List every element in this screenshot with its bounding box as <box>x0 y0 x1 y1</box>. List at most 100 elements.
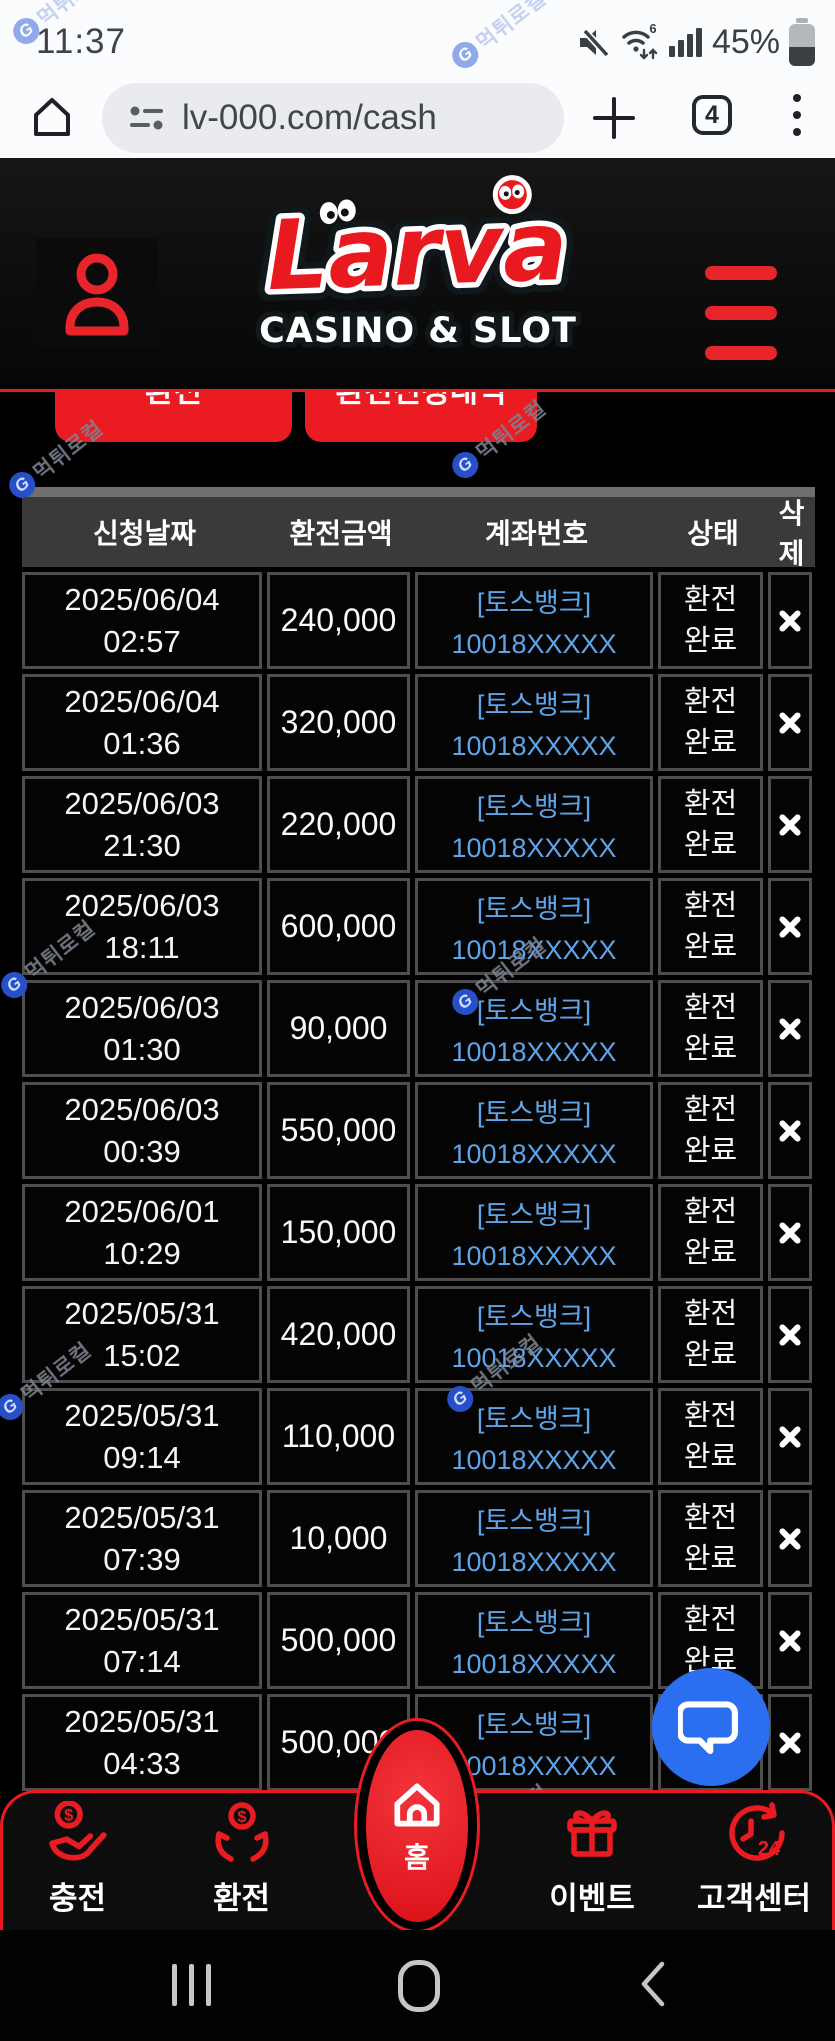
cell-amount: 500,000 <box>267 1592 410 1689</box>
browser-menu-button[interactable] <box>793 94 801 136</box>
hamburger-menu-icon[interactable] <box>705 266 777 360</box>
cell-account-link[interactable]: [토스뱅크] 10018XXXXX <box>415 1592 653 1689</box>
gift-icon <box>567 1810 617 1857</box>
recents-button[interactable] <box>172 1964 211 2006</box>
row-delete-button[interactable] <box>768 1694 812 1791</box>
tab-switcher-button[interactable]: 4 <box>692 95 732 135</box>
cell-request-date: 2025/06/03 21:30 <box>22 776 262 873</box>
person-icon <box>65 253 129 336</box>
cell-request-date: 2025/06/03 00:39 <box>22 1082 262 1179</box>
nav-item-deposit[interactable]: $ 충전 <box>5 1801 150 1918</box>
table-row: 2025/06/03 01:30 90,000 [토스뱅크] 10018XXXXX … <box>22 980 815 1077</box>
table-row: 2025/06/03 00:39 550,000 [토스뱅크] 10018XXXXX… <box>22 1082 815 1179</box>
nav-item-home[interactable]: 홈 <box>366 1730 468 1922</box>
exchange-history-table: 신청날짜 환전금액 계좌번호 상태 삭제 2025/06/04 02:57 240… <box>22 487 815 1791</box>
x-delete-icon <box>779 1323 801 1346</box>
table-row: 2025/05/31 15:02 420,000 [토스뱅크] 10018XXXXX… <box>22 1286 815 1383</box>
table-row: 2025/06/04 02:57 240,000 [토스뱅크] 10018XXXXX… <box>22 572 815 669</box>
row-delete-button[interactable] <box>768 1082 812 1179</box>
chat-bubble-icon <box>678 1701 738 1755</box>
nav-item-support[interactable]: 24 고객센터 <box>673 1801 835 1918</box>
x-delete-icon <box>779 1629 801 1652</box>
cell-account-link[interactable]: [토스뱅크] 10018XXXXX <box>415 1490 653 1587</box>
cell-amount: 10,000 <box>267 1490 410 1587</box>
svg-text:24: 24 <box>758 1838 781 1860</box>
cell-account-link[interactable]: [토스뱅크] 10018XXXXX <box>415 572 653 669</box>
col-header-date: 신청날짜 <box>92 518 197 549</box>
nav-item-withdraw[interactable]: $ 환전 <box>169 1801 314 1918</box>
deposit-hand-coin-icon: $ <box>48 1801 107 1861</box>
cell-account-link[interactable]: [토스뱅크] 10018XXXXX <box>415 1184 653 1281</box>
row-delete-button[interactable] <box>768 776 812 873</box>
clock-24-icon: 24 <box>729 1802 785 1861</box>
new-tab-button[interactable] <box>590 94 638 142</box>
x-delete-icon <box>779 915 801 938</box>
browser-home-button[interactable] <box>28 92 76 140</box>
site-settings-icon[interactable] <box>128 102 166 134</box>
row-delete-button[interactable] <box>768 980 812 1077</box>
profile-button[interactable] <box>36 238 158 348</box>
row-delete-button[interactable] <box>768 572 812 669</box>
row-delete-button[interactable] <box>768 1184 812 1281</box>
cell-account-link[interactable]: [토스뱅크] 10018XXXXX <box>415 1082 653 1179</box>
table-row: 2025/06/03 21:30 220,000 [토스뱅크] 10018XXXXX… <box>22 776 815 873</box>
row-delete-button[interactable] <box>768 1286 812 1383</box>
x-delete-icon <box>779 813 801 836</box>
cell-amount: 90,000 <box>267 980 410 1077</box>
status-icons: 6 45% <box>576 18 815 66</box>
svg-text:6: 6 <box>649 22 656 36</box>
cell-account-link[interactable]: [토스뱅크] 10018XXXXX <box>415 776 653 873</box>
action-button-strip: 환전 환전신청내역 <box>0 392 835 442</box>
row-delete-button[interactable] <box>768 674 812 771</box>
cell-request-date: 2025/05/31 07:14 <box>22 1592 262 1689</box>
x-delete-icon <box>779 1425 801 1448</box>
wifi6-icon: 6 <box>618 22 660 62</box>
battery-percent: 45% <box>711 22 780 61</box>
cell-account-link[interactable]: [토스뱅크] 10018XXXXX <box>415 980 653 1077</box>
logo-subtitle: CASINO & SLOT <box>259 311 577 351</box>
os-home-button[interactable] <box>398 1960 440 2012</box>
table-row: 2025/06/03 18:11 600,000 [토스뱅크] 10018XXXXX… <box>22 878 815 975</box>
browser-chrome: 11:37 6 45% <box>0 0 835 158</box>
col-header-account: 계좌번호 <box>484 518 589 549</box>
url-bar[interactable]: lv-000.com/cash <box>102 83 564 153</box>
cell-account-link[interactable]: [토스뱅크] 10018XXXXX <box>415 878 653 975</box>
row-delete-button[interactable] <box>768 1592 812 1689</box>
cell-account-link[interactable]: [토스뱅크] 10018XXXXX <box>415 674 653 771</box>
table-row: 2025/06/01 10:29 150,000 [토스뱅크] 10018XXXXX… <box>22 1184 815 1281</box>
status-time: 11:37 <box>36 22 126 61</box>
cell-request-date: 2025/06/04 02:57 <box>22 572 262 669</box>
x-delete-icon <box>779 1119 801 1142</box>
row-delete-button[interactable] <box>768 1388 812 1485</box>
cell-account-link[interactable]: [토스뱅크] 10018XXXXX <box>415 1388 653 1485</box>
browser-toolbar: lv-000.com/cash 4 <box>0 78 835 158</box>
cell-account-link[interactable]: [토스뱅크] 10018XXXXX <box>415 1286 653 1383</box>
cell-request-date: 2025/06/01 10:29 <box>22 1184 262 1281</box>
cell-amount: 600,000 <box>267 878 410 975</box>
live-chat-button[interactable] <box>652 1668 770 1786</box>
exchange-history-button[interactable]: 환전신청내역 <box>305 392 537 442</box>
cell-status: 환전완료 <box>658 674 763 771</box>
x-delete-icon <box>779 1221 801 1244</box>
cell-request-date: 2025/05/31 07:39 <box>22 1490 262 1587</box>
row-delete-button[interactable] <box>768 878 812 975</box>
cell-amount: 110,000 <box>267 1388 410 1485</box>
exchange-button[interactable]: 환전 <box>55 392 292 442</box>
signal-icon <box>668 27 703 57</box>
cell-request-date: 2025/05/31 04:33 <box>22 1694 262 1791</box>
system-nav-bar <box>0 1930 835 2041</box>
x-delete-icon <box>779 711 801 734</box>
battery-icon <box>789 18 815 66</box>
col-header-delete: 삭제 <box>778 498 805 569</box>
home-icon <box>394 1783 440 1827</box>
cell-status: 환전완료 <box>658 1082 763 1179</box>
table-row: 2025/05/31 07:14 500,000 [토스뱅크] 10018XXXXX… <box>22 1592 815 1689</box>
cell-status: 환전완료 <box>658 1490 763 1587</box>
row-delete-button[interactable] <box>768 1490 812 1587</box>
os-back-button[interactable] <box>638 1960 666 2008</box>
table-body: 2025/06/04 02:57 240,000 [토스뱅크] 10018XXXXX… <box>22 572 815 1791</box>
cell-request-date: 2025/06/03 18:11 <box>22 878 262 975</box>
site-logo[interactable]: Larva Larva CASINO & SLOT <box>253 164 583 376</box>
site-header: Larva Larva CASINO & SLOT <box>0 158 835 392</box>
nav-item-event[interactable]: 이벤트 <box>516 1801 668 1918</box>
